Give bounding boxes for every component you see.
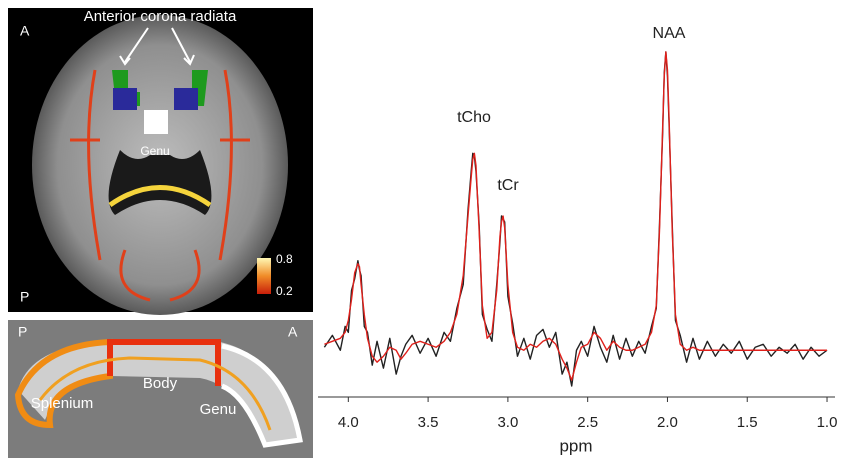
x-tick-label: 4.0	[338, 414, 359, 431]
peak-label: tCr	[497, 177, 519, 194]
page: Anterior corona radiata A P Genu 0.8 0.2…	[0, 0, 849, 462]
figure: Anterior corona radiata A P Genu 0.8 0.2…	[0, 0, 849, 462]
roi-white	[144, 110, 168, 134]
orientation: A	[288, 324, 298, 340]
x-axis-label: ppm	[559, 436, 592, 455]
x-tick-label: 2.5	[577, 414, 598, 431]
x-tick-label: 3.5	[418, 414, 439, 431]
colorbar-label: 0.8	[276, 252, 293, 266]
colorbar-label: 0.2	[276, 284, 293, 298]
peak-label: NAA	[653, 25, 686, 42]
colorbar	[257, 258, 271, 294]
roi-blue	[113, 88, 137, 110]
x-tick-label: 1.0	[817, 414, 838, 431]
spectrum-line	[324, 52, 827, 380]
spectrum-line	[324, 52, 827, 386]
orientation: A	[20, 23, 30, 39]
annotation: Anterior corona radiata	[84, 8, 237, 25]
label: Genu	[140, 144, 169, 158]
x-tick-label: 1.5	[737, 414, 758, 431]
x-tick-label: 3.0	[497, 414, 518, 431]
label: Splenium	[31, 395, 94, 412]
label: Body	[143, 375, 178, 392]
label: Genu	[200, 401, 237, 418]
x-tick-label: 2.0	[657, 414, 678, 431]
peak-label: tCho	[457, 109, 491, 126]
orientation: P	[20, 289, 29, 305]
orientation: P	[18, 324, 27, 340]
roi-blue	[174, 88, 198, 110]
